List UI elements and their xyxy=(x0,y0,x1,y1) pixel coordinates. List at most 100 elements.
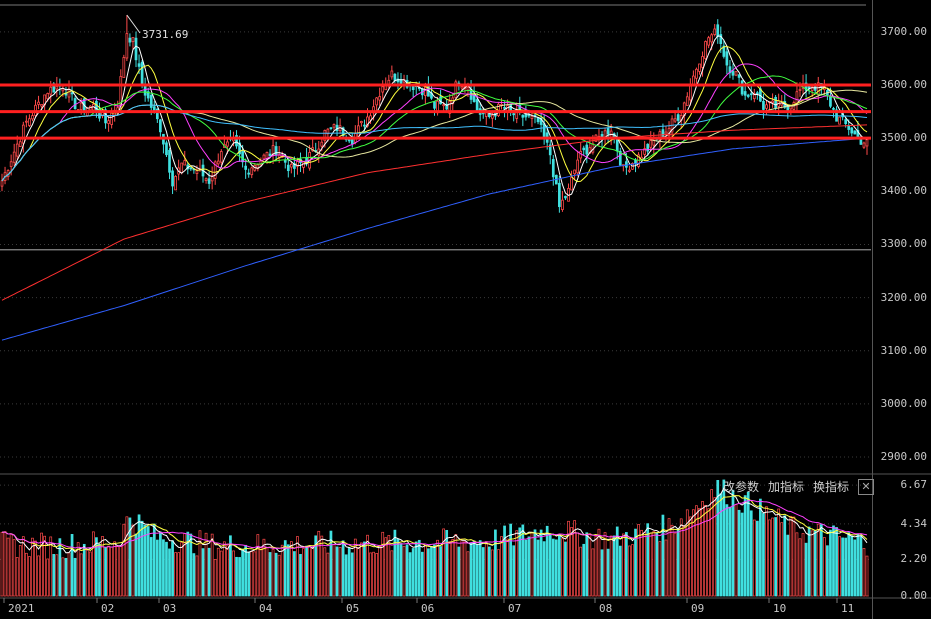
volume-bar xyxy=(64,557,68,597)
candle-body xyxy=(716,24,720,37)
candle-body xyxy=(756,92,759,95)
volume-bar xyxy=(652,531,656,597)
peak-price-annotation: 3731.69 xyxy=(142,28,189,41)
modify-params-button[interactable]: 改参数 xyxy=(723,480,760,494)
volume-bar xyxy=(92,531,95,597)
candle-body xyxy=(265,152,269,159)
candle-body xyxy=(168,150,171,173)
volume-bar xyxy=(286,544,290,597)
price-tick-label: 3500.00 xyxy=(880,131,927,145)
candle-body xyxy=(576,159,579,174)
volume-bar xyxy=(302,548,305,597)
volume-bar xyxy=(308,545,311,597)
candle-body xyxy=(360,121,363,124)
volume-bar xyxy=(768,519,771,597)
candle-body xyxy=(829,95,832,107)
candle-body xyxy=(710,34,714,43)
candle-body xyxy=(390,70,394,78)
volume-bar xyxy=(655,532,659,597)
candle-body xyxy=(210,175,214,182)
volume-bar xyxy=(673,532,677,597)
volume-bar xyxy=(509,523,513,597)
volume-bar xyxy=(527,536,531,597)
volume-bar xyxy=(424,545,427,597)
volume-tick-label: 6.67 xyxy=(900,478,928,492)
candle-body xyxy=(606,128,610,135)
volume-bar xyxy=(597,528,601,597)
volume-bar xyxy=(786,534,790,597)
volume-bar xyxy=(85,549,89,597)
volume-bar xyxy=(244,544,248,597)
volume-bar xyxy=(253,551,257,597)
candle-body xyxy=(235,135,238,147)
volume-bar xyxy=(140,520,144,597)
candle-body xyxy=(701,56,704,68)
volume-bar xyxy=(478,540,482,597)
volume-bar xyxy=(226,545,229,597)
candle-body xyxy=(804,82,808,91)
candle-body xyxy=(323,130,327,141)
volume-ma-line xyxy=(1,499,868,549)
volume-bar xyxy=(591,548,595,597)
candle-body xyxy=(238,142,241,155)
volume-bar xyxy=(585,532,589,597)
close-icon[interactable]: ✕ xyxy=(858,479,874,495)
candle-body xyxy=(862,142,866,148)
volume-tick-label: 4.34 xyxy=(900,516,928,530)
candle-body xyxy=(445,103,449,110)
volume-bar xyxy=(256,534,260,597)
volume-bar xyxy=(18,545,22,597)
volume-bar xyxy=(280,544,284,597)
candle-body xyxy=(752,93,756,100)
volume-bar xyxy=(713,497,717,597)
candle-body xyxy=(25,120,28,123)
switch-indicator-button[interactable]: 换指标 xyxy=(813,480,850,494)
volume-bar xyxy=(463,541,467,597)
volume-bar xyxy=(734,504,738,597)
volume-bar xyxy=(113,541,117,597)
candle-body xyxy=(454,81,458,98)
price-tick-label: 3400.00 xyxy=(880,184,927,198)
ma-line xyxy=(1,35,868,196)
volume-bar xyxy=(865,555,869,597)
candle-body xyxy=(28,118,31,126)
candle-body xyxy=(271,145,275,156)
volume-bar xyxy=(204,532,208,597)
time-tick-label: 08 xyxy=(599,602,613,615)
volume-tick-label: 0.00 xyxy=(900,589,928,602)
volume-bar xyxy=(445,529,449,597)
volume-bar xyxy=(73,557,77,597)
candle-body xyxy=(119,76,123,109)
volume-bar xyxy=(384,537,388,597)
volume-bar xyxy=(823,537,826,597)
candle-body xyxy=(67,89,71,98)
volume-bar xyxy=(213,559,217,597)
volume-bar xyxy=(58,538,62,597)
volume-bar xyxy=(631,544,634,597)
candle-body xyxy=(625,161,628,168)
candle-body xyxy=(740,80,744,95)
volume-bar xyxy=(43,535,46,597)
candle-body xyxy=(110,111,113,125)
candle-body xyxy=(585,144,589,155)
candle-body xyxy=(375,97,378,106)
add-indicator-button[interactable]: 加指标 xyxy=(768,480,805,494)
volume-bar xyxy=(497,549,500,597)
volume-bar xyxy=(110,546,114,597)
candle-body xyxy=(466,86,470,91)
volume-bar xyxy=(119,546,123,597)
volume-bar xyxy=(670,524,674,597)
candle-body xyxy=(174,176,177,191)
volume-bar xyxy=(439,546,442,597)
volume-bar xyxy=(484,541,488,597)
candle-body xyxy=(832,107,835,110)
volume-bar xyxy=(128,517,132,597)
candle-body xyxy=(171,170,174,187)
candle-body xyxy=(853,130,857,135)
volume-bar xyxy=(582,543,586,597)
volume-bar xyxy=(195,555,199,597)
volume-bar xyxy=(241,548,244,597)
volume-bar xyxy=(238,557,241,597)
volume-bar xyxy=(405,544,409,597)
